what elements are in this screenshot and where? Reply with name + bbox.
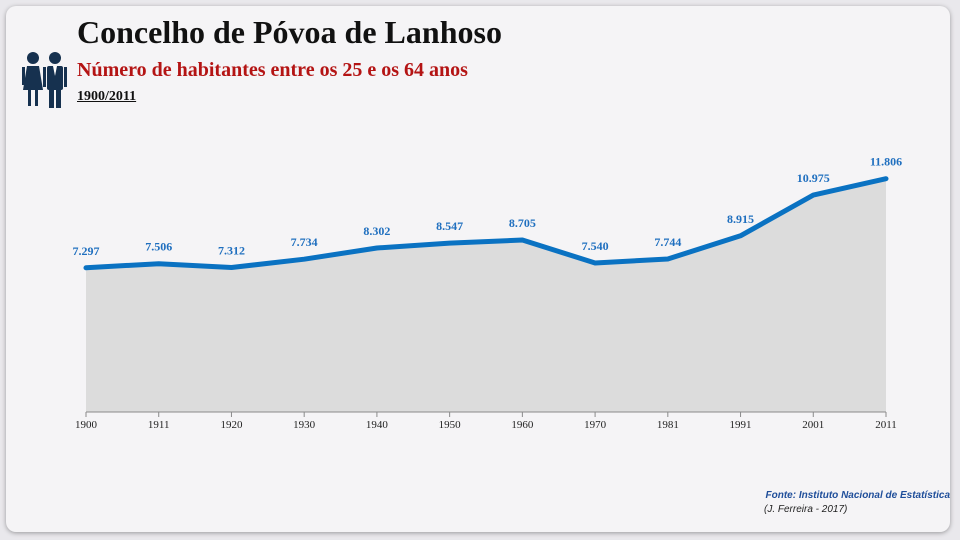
x-tick-label: 1960 (511, 419, 534, 431)
data-label: 8.547 (436, 219, 463, 233)
data-label: 10.975 (797, 171, 830, 185)
x-tick-label: 1930 (293, 419, 316, 431)
x-tick-label: 1920 (220, 419, 243, 431)
series-line (83, 176, 889, 271)
x-tick-label: 1981 (657, 419, 679, 431)
x-tick-label: 2011 (875, 419, 897, 431)
x-tick-label: 1911 (148, 419, 170, 431)
data-label: 7.506 (145, 240, 172, 254)
x-tick-label: 2001 (802, 419, 824, 431)
x-tick-label: 1970 (584, 419, 607, 431)
page-title: Concelho de Póvoa de Lanhoso (77, 14, 502, 50)
x-tick-label: 1950 (439, 419, 462, 431)
period-label: 1900/2011 (77, 89, 137, 104)
data-value-labels: 7.297 7.506 7.312 7.734 8.302 8.547 8.705 7.540… (73, 155, 903, 258)
data-label: 7.312 (218, 244, 245, 258)
source-note: Fonte: Instituto Nacional de Estatística (765, 490, 950, 501)
data-label: 7.734 (291, 235, 318, 249)
data-label: 7.540 (582, 239, 609, 253)
data-label: 7.744 (654, 235, 681, 249)
x-axis-ticks (85, 412, 887, 417)
page-subtitle: Número de habitantes entre os 25 e os 64… (77, 59, 468, 81)
author-note: (J. Ferreira - 2017) (764, 504, 848, 515)
x-tick-label: 1991 (730, 419, 752, 431)
data-label: 8.302 (363, 224, 390, 238)
x-tick-label: 1900 (75, 419, 98, 431)
people-icon (22, 52, 67, 108)
x-axis-tick-labels: 1900 1911 1920 1930 1940 1950 1960 1970 1981 1991… (75, 419, 897, 431)
data-label: 8.915 (727, 212, 754, 226)
chart-area-fill (86, 178, 886, 412)
x-tick-label: 1940 (366, 419, 389, 431)
data-label: 11.806 (870, 155, 902, 169)
data-label: 8.705 (509, 216, 536, 230)
data-label: 7.297 (73, 244, 100, 258)
